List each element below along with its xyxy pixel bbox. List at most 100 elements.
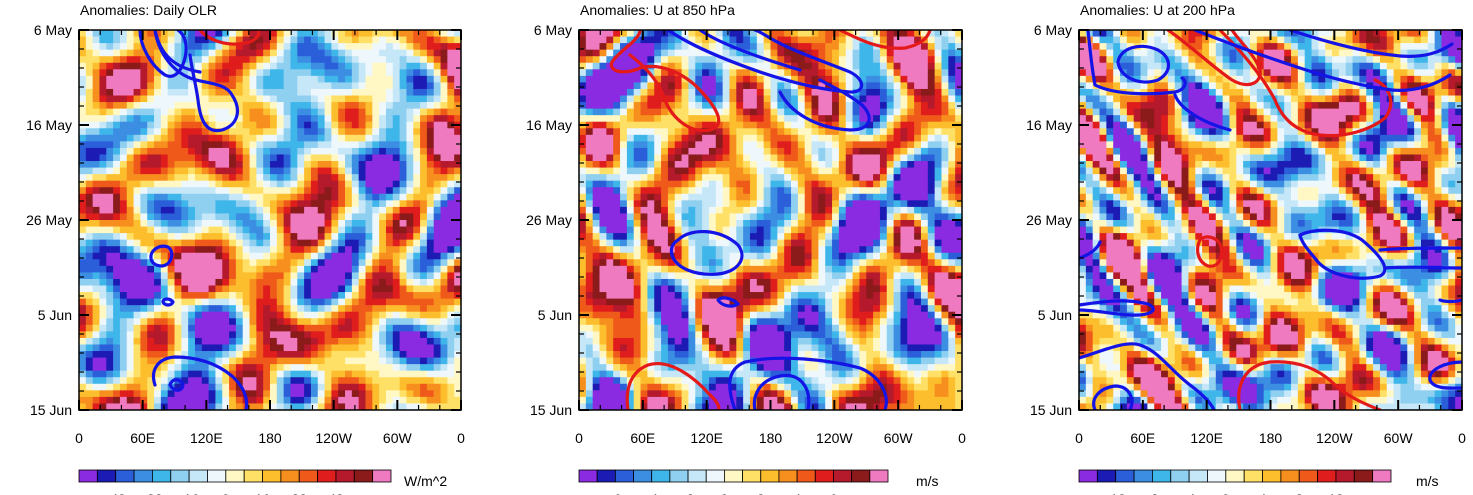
heatmap-cell (256, 95, 264, 103)
heatmap-cell (454, 30, 461, 38)
heatmap-cell (167, 121, 176, 129)
heatmap-cell (140, 278, 148, 287)
heatmap-cell (215, 187, 223, 195)
heatmap-cell (825, 88, 833, 97)
heatmap-cell (283, 351, 292, 359)
heatmap-cell (729, 102, 737, 110)
heatmap-cell (379, 108, 387, 116)
heatmap-cell (900, 141, 908, 149)
heatmap-cell (174, 259, 182, 267)
heatmap-cell (249, 187, 257, 195)
heatmap-cell (310, 115, 319, 123)
heatmap-cell (825, 49, 833, 57)
heatmap-cell (743, 102, 751, 110)
heatmap-cell (133, 167, 141, 175)
heatmap-cell (365, 272, 373, 280)
heatmap-cell (119, 252, 128, 260)
heatmap-cell (365, 206, 373, 215)
heatmap-cell (324, 69, 332, 77)
heatmap-cell (406, 252, 414, 260)
heatmap-cell (283, 43, 292, 51)
heatmap-cell (160, 141, 169, 149)
heatmap-cell (811, 75, 819, 84)
heatmap-cell (229, 305, 237, 313)
heatmap-cell (777, 147, 785, 156)
heatmap-cell (654, 69, 662, 77)
heatmap-cell (201, 108, 210, 116)
heatmap-cell (324, 364, 332, 372)
heatmap-cell (811, 200, 819, 208)
heatmap-cell (413, 200, 421, 208)
heatmap-cell (708, 200, 717, 208)
heatmap-cell (358, 337, 367, 346)
heatmap-cell (420, 383, 428, 391)
heatmap-cell (845, 187, 854, 195)
heatmap-cell (194, 115, 203, 123)
heatmap-cell (763, 49, 772, 57)
heatmap-cell (708, 128, 717, 136)
heatmap-cell (433, 259, 442, 267)
heatmap-cell (331, 147, 339, 156)
heatmap-cell (270, 324, 278, 332)
heatmap-cell (215, 351, 223, 359)
heatmap-cell (338, 88, 346, 97)
heatmap-cell (736, 134, 744, 142)
heatmap-cell (426, 174, 435, 182)
heatmap-cell (283, 206, 292, 215)
heatmap-cell (426, 30, 435, 38)
heatmap-cell (661, 147, 669, 156)
heatmap-cell (133, 318, 141, 326)
heatmap-cell (85, 30, 94, 38)
heatmap-cell (222, 351, 230, 359)
heatmap-cell (126, 30, 135, 38)
heatmap-cell (242, 351, 251, 359)
heatmap-cell (242, 252, 251, 260)
heatmap-cell (256, 62, 264, 70)
heatmap-cell (633, 88, 642, 97)
heatmap-cell (934, 115, 943, 123)
heatmap-cell (276, 82, 285, 90)
heatmap-cell (194, 390, 203, 398)
heatmap-cell (345, 364, 353, 372)
heatmap-cell (606, 147, 614, 156)
heatmap-cell (613, 134, 621, 142)
colorbar-label: 48 (328, 491, 344, 495)
heatmap-cell (454, 174, 461, 182)
heatmap-cell (825, 193, 833, 201)
heatmap-cell (804, 62, 813, 70)
heatmap-cell (201, 272, 210, 280)
heatmap-cell (406, 147, 414, 156)
heatmap-cell (160, 357, 169, 365)
heatmap-cell (708, 174, 717, 182)
heatmap-cell (647, 82, 655, 90)
heatmap-cell (941, 95, 949, 103)
heatmap-cell (392, 357, 401, 365)
heatmap-cell (811, 102, 819, 110)
heatmap-cell (702, 206, 710, 215)
heatmap-cell (818, 193, 826, 201)
heatmap-cell (256, 102, 264, 110)
heatmap-cell (317, 383, 326, 391)
heatmap-cell (167, 167, 176, 175)
heatmap-cell (879, 56, 888, 64)
heatmap-cell (756, 154, 765, 162)
heatmap-cell (667, 49, 676, 57)
heatmap-cell (242, 174, 251, 182)
heatmap-cell (433, 147, 442, 156)
heatmap-cell (181, 252, 189, 260)
heatmap-cell (85, 193, 94, 201)
heatmap-cell (92, 252, 101, 260)
heatmap-cell (194, 233, 203, 241)
heatmap-cell (599, 115, 607, 123)
heatmap-cell (811, 180, 819, 188)
heatmap-cell (99, 390, 107, 398)
heatmap-cell (181, 187, 189, 195)
heatmap-cell (633, 102, 642, 110)
heatmap-cell (920, 69, 929, 77)
heatmap-cell (133, 272, 141, 280)
heatmap-cell (304, 36, 312, 44)
heatmap-cell (290, 193, 298, 201)
heatmap-cell (181, 69, 189, 77)
heatmap-cell (331, 370, 339, 378)
colorbar-swatch (78, 469, 98, 483)
